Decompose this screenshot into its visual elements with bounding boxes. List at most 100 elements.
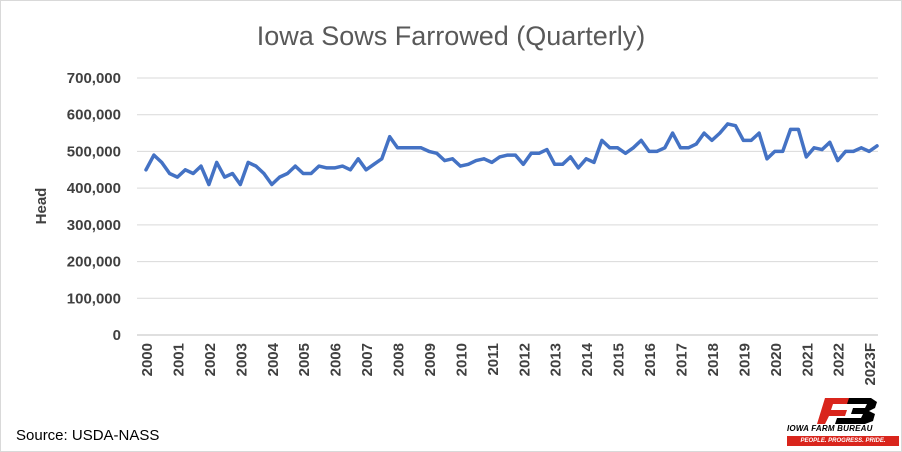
data-point	[789, 127, 792, 131]
y-axis-tick-labels: 0 100,000 200,000 300,000 400,000 500,000 600,…	[67, 70, 121, 344]
y-tick-label: 200,000	[67, 254, 121, 271]
y-tick-label: 500,000	[67, 143, 121, 160]
x-tick-label: 2001	[170, 343, 187, 376]
data-point	[183, 168, 187, 172]
data-point	[616, 146, 620, 150]
data-point	[293, 164, 297, 168]
data-point	[286, 172, 289, 175]
y-tick-label: 100,000	[67, 290, 121, 307]
x-tick-label: 2015	[611, 343, 628, 376]
data-point	[741, 138, 745, 142]
x-tick-label: 2013	[548, 343, 565, 376]
data-point	[734, 124, 737, 128]
data-point	[168, 172, 172, 175]
data-point	[191, 172, 195, 175]
chart-title: Iowa Sows Farrowed (Quarterly)	[257, 21, 646, 51]
data-point	[804, 155, 808, 159]
data-point	[435, 151, 439, 155]
data-point	[474, 159, 478, 163]
gridlines	[137, 77, 878, 336]
x-tick-label: 2011	[485, 343, 502, 376]
x-tick-label: 2023F	[862, 343, 879, 386]
data-point	[325, 166, 329, 170]
data-point	[301, 172, 305, 175]
data-point	[262, 172, 266, 175]
data-point	[490, 160, 494, 164]
data-point	[270, 183, 274, 186]
x-tick-label: 2014	[579, 342, 596, 376]
data-point	[333, 166, 337, 170]
y-tick-label: 0	[113, 327, 121, 344]
data-point	[553, 162, 557, 166]
data-point	[812, 146, 816, 150]
y-tick-label: 600,000	[67, 107, 121, 124]
data-point	[859, 146, 863, 150]
data-point	[631, 146, 635, 150]
data-point	[584, 157, 588, 161]
data-point	[773, 149, 777, 153]
data-point	[380, 157, 384, 161]
data-point	[529, 151, 533, 155]
x-tick-label: 2005	[296, 343, 313, 376]
data-point	[545, 148, 549, 152]
data-point	[781, 149, 785, 153]
data-point	[647, 149, 651, 153]
data-point	[828, 140, 832, 144]
source-note: Source: USDA-NASS	[16, 427, 160, 444]
data-point	[757, 131, 761, 135]
x-tick-label: 2006	[328, 343, 345, 376]
data-point	[592, 160, 596, 164]
data-point	[639, 138, 643, 142]
x-tick-label: 2002	[202, 343, 219, 376]
data-point	[223, 175, 227, 179]
data-point	[867, 149, 871, 153]
data-point	[396, 146, 399, 150]
data-point	[419, 146, 423, 150]
data-point	[175, 175, 179, 179]
y-tick-label: 700,000	[67, 70, 121, 87]
data-point	[466, 162, 470, 166]
x-tick-label: 2019	[736, 343, 753, 376]
data-point	[765, 157, 769, 161]
x-tick-label: 2003	[233, 343, 250, 376]
data-point	[710, 138, 714, 142]
x-tick-label: 2012	[516, 343, 533, 376]
data-point	[844, 149, 848, 153]
logo-tagline: PEOPLE. PROGRESS. PRIDE.	[787, 436, 899, 446]
data-point	[238, 183, 242, 186]
data-point	[576, 166, 580, 170]
data-point	[246, 160, 250, 164]
data-point	[569, 155, 572, 159]
y-tick-label: 300,000	[67, 217, 121, 234]
data-point	[749, 138, 753, 142]
data-point	[199, 164, 203, 168]
data-point	[403, 146, 407, 150]
data-point	[207, 183, 211, 186]
series-line	[144, 122, 879, 187]
data-point	[498, 155, 502, 159]
data-point	[160, 160, 164, 164]
data-point	[372, 162, 376, 166]
data-point	[820, 148, 824, 152]
data-point	[231, 172, 234, 175]
y-axis-label: Head	[33, 188, 50, 225]
x-tick-label: 2010	[453, 343, 470, 376]
x-axis-tick-labels: 2000 2001 2002 2003 2004 2005 2006 2007 2008 2009…	[139, 342, 879, 385]
data-point	[796, 127, 800, 131]
data-point	[278, 175, 282, 179]
data-point	[875, 144, 879, 148]
data-point	[726, 122, 730, 126]
data-point	[215, 160, 219, 164]
data-point	[624, 151, 627, 155]
data-point	[513, 153, 517, 157]
data-point	[718, 131, 722, 135]
x-tick-label: 2021	[799, 343, 816, 376]
data-point	[561, 162, 565, 166]
data-point	[851, 149, 855, 153]
data-point	[317, 164, 321, 168]
data-point	[537, 151, 541, 155]
x-tick-label: 2016	[642, 343, 659, 376]
data-point	[254, 164, 258, 168]
data-point	[702, 131, 706, 135]
data-point	[411, 146, 415, 150]
